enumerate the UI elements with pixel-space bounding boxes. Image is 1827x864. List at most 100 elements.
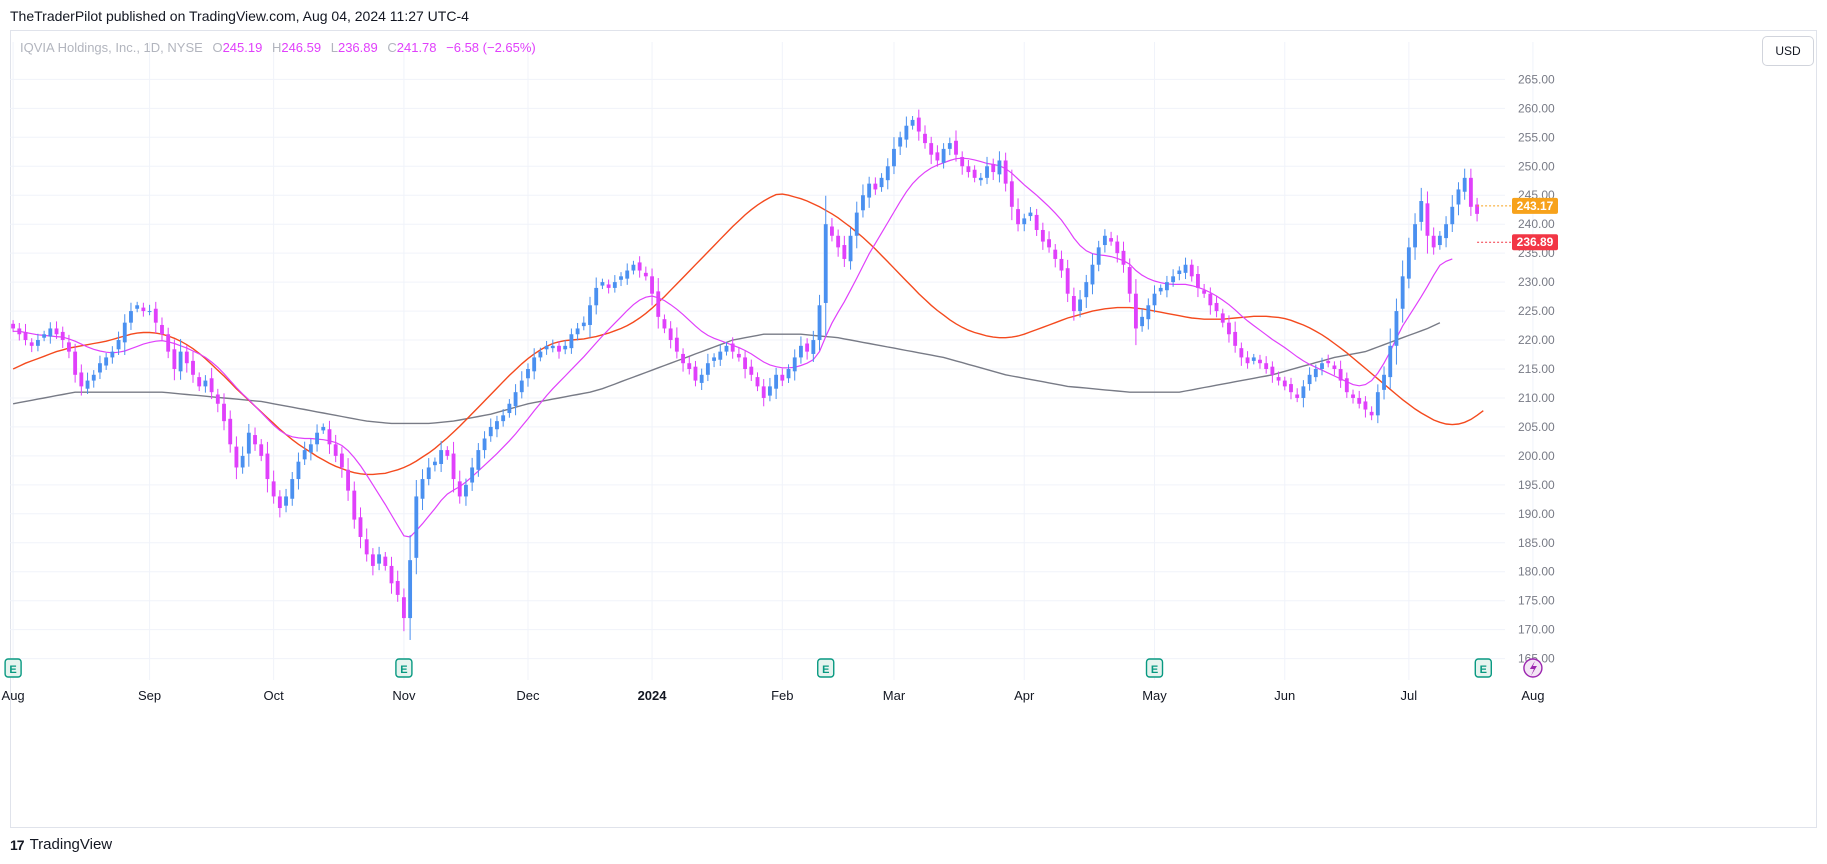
price-tick-label: 250.00 (1518, 159, 1555, 173)
chart-frame[interactable] (10, 30, 1817, 828)
price-tick-label: 240.00 (1518, 217, 1555, 231)
low-label: L (330, 40, 338, 55)
candle-body (1388, 345, 1393, 378)
price-tick-label: 175.00 (1518, 594, 1555, 608)
candle-body (1034, 214, 1039, 230)
candle-body (11, 323, 16, 329)
candle-body (1450, 206, 1455, 225)
candle-body (1115, 241, 1120, 254)
candle-body (1016, 209, 1020, 225)
candle-body (79, 372, 84, 387)
candle-body (668, 328, 673, 341)
candle-body (346, 469, 351, 491)
candle-body (116, 340, 121, 350)
candle-body (147, 311, 152, 313)
candle-body (985, 166, 989, 178)
candle-body (619, 276, 623, 280)
candle-body (606, 284, 611, 288)
candle-body (246, 432, 251, 454)
candle-body (1071, 296, 1076, 312)
candle-body (923, 133, 927, 144)
candle-body (184, 351, 189, 364)
candle-body (749, 366, 754, 375)
candle-body (637, 262, 642, 271)
candle-body (960, 156, 965, 167)
earnings-marker (395, 658, 413, 678)
candle-body (358, 517, 363, 537)
candle-body (656, 291, 661, 317)
candle-body (1431, 235, 1436, 248)
footer-brand[interactable]: 17 TradingView (10, 836, 112, 853)
candle-body (1109, 238, 1114, 242)
candle-body (228, 418, 233, 445)
candle-body (625, 270, 630, 279)
candle-body (1220, 313, 1225, 323)
price-tick-label: 180.00 (1518, 565, 1555, 579)
price-tick-label: 195.00 (1518, 478, 1555, 492)
candle-body (898, 137, 903, 147)
candle-body (35, 340, 40, 346)
high-value: 246.59 (281, 40, 322, 55)
candle-body (830, 226, 834, 236)
candle-body (842, 245, 847, 259)
time-tick-label: Apr (1014, 688, 1035, 703)
earnings-marker-label: E (1151, 664, 1158, 676)
candle-body (122, 322, 127, 343)
candle-body (1456, 189, 1461, 205)
candle-body (259, 444, 264, 456)
currency-button[interactable]: USD (1762, 36, 1814, 66)
candle-body (370, 554, 375, 566)
price-tag-box (1512, 234, 1558, 251)
candle-body (1462, 177, 1467, 192)
candle-body (240, 455, 245, 468)
candle-body (73, 351, 78, 375)
candle-body (991, 163, 996, 173)
candle-body (129, 311, 133, 323)
candle-body (1127, 267, 1132, 294)
candle-body (439, 450, 444, 464)
candle-body (408, 560, 413, 619)
candle-body (203, 380, 208, 387)
candle-body (1208, 293, 1213, 306)
candle-body (488, 426, 493, 437)
candle-body (191, 360, 195, 375)
time-tick-label: Aug (1521, 688, 1544, 703)
candle-body (433, 461, 437, 466)
open-label: O (212, 40, 223, 55)
candlesticks (11, 109, 1480, 640)
candle-body (1040, 229, 1045, 242)
candle-body (1003, 160, 1008, 184)
candle-body (284, 496, 288, 506)
candle-body (1282, 380, 1287, 387)
price-tick-label: 190.00 (1518, 507, 1555, 521)
candle-body (1307, 374, 1312, 385)
candle-body (234, 446, 239, 468)
price-tag-label: 243.17 (1517, 199, 1554, 213)
earnings-marker-label: E (822, 664, 829, 676)
candle-body (805, 343, 810, 352)
candle-body (1270, 366, 1275, 375)
candle-body (501, 415, 506, 422)
candle-body (1065, 268, 1070, 294)
candle-body (588, 305, 592, 325)
tradingview-logo-icon: 17 (10, 836, 25, 853)
earnings-marker (4, 658, 22, 678)
candle-body (470, 467, 475, 483)
time-tick-label: Feb (771, 688, 793, 703)
earnings-marker (1145, 658, 1164, 678)
candle-body (885, 166, 890, 181)
ma-slow-line (12, 322, 1441, 425)
candle-body (141, 307, 146, 312)
candle-body (178, 351, 183, 372)
price-tick-label: 210.00 (1518, 391, 1555, 405)
candle-body (1264, 363, 1269, 369)
candle-body (327, 429, 332, 445)
close-value: 241.78 (396, 40, 437, 55)
candle-body (215, 394, 220, 404)
candle-body (1171, 276, 1176, 283)
candle-body (581, 322, 586, 327)
candle-body (172, 349, 177, 369)
candle-body (277, 496, 282, 509)
